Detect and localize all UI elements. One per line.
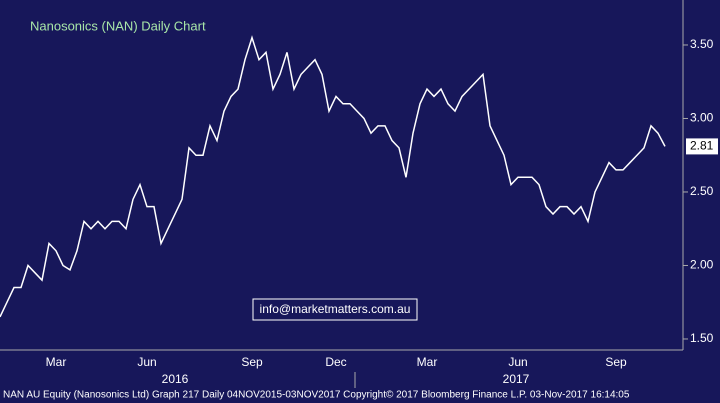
y-tick-label: 2.50 <box>690 184 714 198</box>
year-label: 2017 <box>503 372 530 386</box>
y-tick-label: 1.50 <box>690 331 714 345</box>
chart-title: Nanosonics (NAN) Daily Chart <box>30 18 206 33</box>
y-tick-label: 3.50 <box>690 37 714 51</box>
price-line <box>0 35 666 318</box>
x-tick-label: Sep <box>605 355 627 369</box>
annotation-box <box>252 298 418 321</box>
last-price-box <box>686 138 718 155</box>
x-tick-label: Dec <box>325 355 346 369</box>
x-tick-label: Jun <box>137 355 156 369</box>
y-tick-label: 3.00 <box>690 111 714 125</box>
x-tick-label: Sep <box>241 355 263 369</box>
x-tick-label: Mar <box>417 355 438 369</box>
footer: NAN AU Equity (Nanosonics Ltd) Graph 217… <box>3 390 630 401</box>
y-tick-label: 2.00 <box>690 258 714 272</box>
last-price-label: 2.81 <box>690 139 714 153</box>
annotation: info@marketmatters.com.au <box>260 302 411 316</box>
x-tick-label: Mar <box>46 355 67 369</box>
x-tick-label: Jun <box>508 355 527 369</box>
year-label: 2016 <box>162 372 189 386</box>
